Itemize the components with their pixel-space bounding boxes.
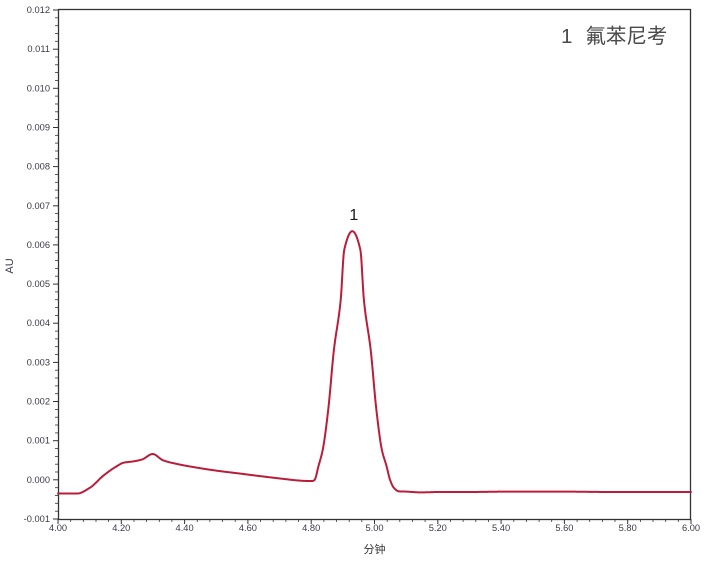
- svg-text:0.001: 0.001: [27, 436, 50, 446]
- svg-text:5.00: 5.00: [365, 523, 383, 533]
- svg-text:-0.001: -0.001: [24, 514, 50, 524]
- svg-text:4.20: 4.20: [112, 523, 130, 533]
- svg-text:5.60: 5.60: [555, 523, 573, 533]
- svg-text:5.80: 5.80: [619, 523, 637, 533]
- svg-text:0.000: 0.000: [27, 475, 50, 485]
- svg-text:0.012: 0.012: [27, 5, 50, 15]
- svg-text:5.40: 5.40: [492, 523, 510, 533]
- svg-text:0.009: 0.009: [27, 123, 50, 133]
- svg-text:0.005: 0.005: [27, 279, 50, 289]
- svg-text:4.40: 4.40: [176, 523, 194, 533]
- svg-text:0.010: 0.010: [27, 83, 50, 93]
- svg-text:4.80: 4.80: [302, 523, 320, 533]
- svg-text:分钟: 分钟: [364, 542, 386, 556]
- svg-text:0.006: 0.006: [27, 240, 50, 250]
- svg-text:1: 1: [349, 207, 358, 224]
- svg-text:4.00: 4.00: [49, 523, 67, 533]
- svg-text:6.00: 6.00: [682, 523, 700, 533]
- svg-text:0.004: 0.004: [27, 318, 50, 328]
- svg-text:0.003: 0.003: [27, 357, 50, 367]
- svg-text:0.002: 0.002: [27, 397, 50, 407]
- svg-text:0.007: 0.007: [27, 201, 50, 211]
- svg-text:5.20: 5.20: [429, 523, 447, 533]
- svg-text:0.011: 0.011: [27, 44, 50, 54]
- svg-text:4.60: 4.60: [239, 523, 257, 533]
- svg-text:0.008: 0.008: [27, 162, 50, 172]
- svg-text:AU: AU: [4, 258, 16, 273]
